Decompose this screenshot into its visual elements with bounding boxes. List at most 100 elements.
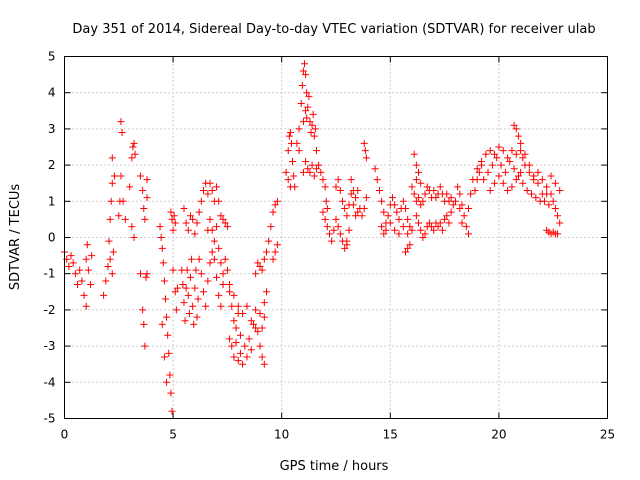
data-point (336, 186, 344, 194)
data-point (169, 266, 177, 274)
data-point (482, 150, 490, 158)
data-point (252, 306, 260, 314)
data-point (447, 208, 455, 216)
data-point (312, 165, 320, 173)
data-point (249, 320, 257, 328)
data-point (67, 252, 75, 260)
data-point (347, 190, 355, 198)
data-point (137, 270, 145, 278)
data-point (462, 223, 470, 231)
x-axis-label: GPS time / hours (280, 459, 389, 474)
data-point (303, 89, 311, 97)
data-point (140, 320, 148, 328)
data-point (308, 121, 316, 129)
data-point (186, 212, 194, 220)
data-point (74, 281, 82, 289)
data-point (456, 205, 464, 213)
data-point (273, 241, 281, 249)
data-point (410, 150, 418, 158)
data-point (191, 230, 199, 238)
data-point (206, 179, 214, 187)
data-point (399, 197, 407, 205)
data-point (360, 205, 368, 213)
data-point (208, 248, 216, 256)
data-point (247, 317, 255, 325)
x-tick-label: 15 (383, 428, 398, 442)
data-point (256, 262, 264, 270)
data-point (289, 157, 297, 165)
data-point (118, 129, 126, 137)
data-point (486, 147, 494, 155)
data-point (406, 241, 414, 249)
data-point (108, 154, 116, 162)
data-point (271, 248, 279, 256)
data-point (306, 168, 314, 176)
data-point (378, 197, 386, 205)
data-point (321, 183, 329, 191)
data-point (541, 197, 549, 205)
data-point (204, 277, 212, 285)
data-point (139, 186, 147, 194)
data-point (260, 360, 268, 368)
data-point (285, 132, 293, 140)
data-point (269, 255, 277, 263)
data-point (165, 349, 173, 357)
data-point (130, 234, 138, 241)
data-point (195, 208, 203, 216)
data-point (352, 212, 360, 220)
data-point (167, 389, 175, 397)
data-point (525, 168, 533, 176)
data-point (404, 230, 412, 238)
data-point (164, 331, 172, 339)
data-point (302, 107, 310, 115)
y-tick-label: -3 (44, 339, 56, 353)
data-point (158, 244, 166, 252)
data-point (197, 270, 205, 278)
data-point (491, 150, 499, 158)
data-point (137, 172, 145, 180)
data-point (506, 157, 514, 165)
data-point (158, 320, 166, 328)
data-point (258, 266, 266, 274)
data-point (412, 212, 420, 220)
data-point (189, 302, 197, 310)
data-point (512, 176, 520, 184)
data-point (219, 270, 227, 278)
data-point (339, 197, 347, 205)
data-point (415, 219, 423, 227)
data-point (445, 219, 453, 227)
data-point (183, 266, 191, 274)
data-point (271, 201, 279, 209)
data-point (323, 223, 331, 231)
data-point (488, 161, 496, 169)
data-point (412, 176, 420, 184)
data-points (61, 60, 564, 415)
data-point (234, 357, 242, 365)
data-point (202, 302, 210, 310)
data-point (484, 168, 492, 176)
data-point (119, 197, 127, 205)
data-point (517, 168, 525, 176)
data-point (106, 215, 114, 223)
data-point (295, 125, 303, 133)
y-tick-label: 3 (48, 122, 56, 136)
data-point (491, 179, 499, 187)
data-point (180, 299, 188, 307)
data-point (173, 284, 181, 292)
data-point (226, 288, 234, 296)
data-point (504, 186, 512, 194)
data-point (519, 179, 527, 187)
data-point (436, 183, 444, 191)
data-point (312, 147, 320, 155)
data-point (441, 215, 449, 223)
data-point (252, 324, 260, 332)
data-point (443, 212, 451, 220)
y-tick-label: -2 (44, 303, 56, 317)
data-point (549, 197, 557, 205)
data-point (534, 168, 542, 176)
data-point (157, 234, 165, 241)
data-point (497, 161, 505, 169)
data-point (269, 208, 277, 216)
data-point (115, 212, 123, 220)
data-point (419, 234, 427, 241)
